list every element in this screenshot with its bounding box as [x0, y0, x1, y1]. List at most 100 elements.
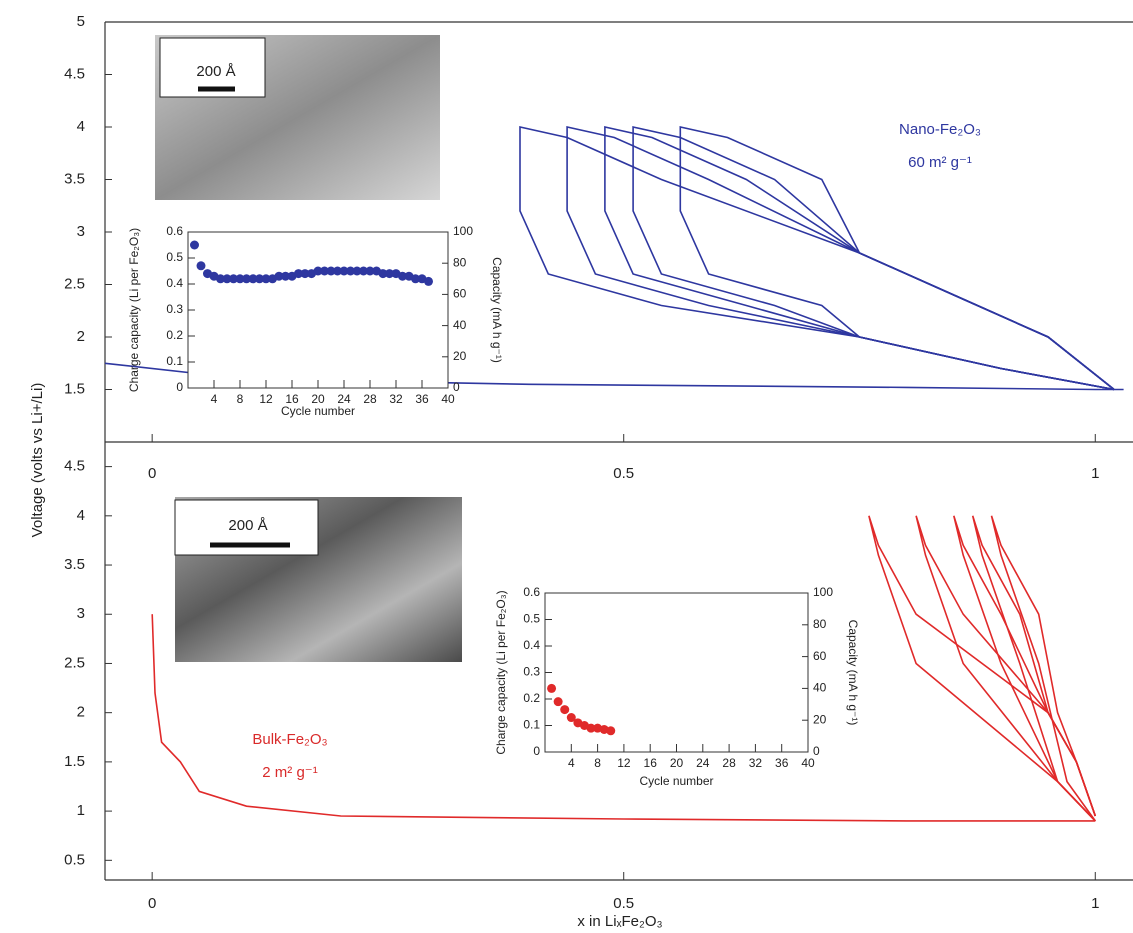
y2-tick-label: 60: [453, 287, 467, 301]
voltage-curve: [604, 126, 1115, 391]
y-tick-label: 0.4: [523, 638, 540, 652]
scale-label: 200 Å: [196, 63, 235, 80]
x-tick-label: 4: [568, 756, 575, 770]
capacity-point: [190, 240, 199, 250]
y2-tick-label: 0: [813, 744, 820, 758]
x-axis-label: Cycle number: [639, 774, 713, 788]
y-tick-label: 0.2: [523, 691, 540, 705]
y2-tick-label: 80: [813, 617, 827, 631]
y2-tick-label: 0: [453, 380, 460, 394]
voltage-curve: [953, 515, 1097, 822]
y-tick-label: 5: [77, 13, 85, 30]
y-tick-label: 3: [77, 223, 85, 240]
annotation: Nano-Fe₂O₃: [899, 121, 981, 138]
y-tick-label: 0.5: [523, 612, 540, 626]
y-tick-label: 1.5: [64, 753, 85, 770]
y2-tick-label: 40: [813, 681, 827, 695]
voltage-curve: [971, 515, 1097, 822]
x-tick-label: 24: [696, 756, 710, 770]
capacity-point: [560, 705, 570, 715]
y-tick-label: 0.2: [166, 328, 183, 342]
y-tick-label: 0.3: [523, 665, 540, 679]
y-tick-label: 0.5: [166, 250, 183, 264]
x-tick-label: 32: [749, 756, 763, 770]
capacity-point: [359, 266, 368, 276]
y-tick-label: 0.1: [166, 354, 183, 368]
x-tick-label: 16: [644, 756, 658, 770]
y-axis-label: Charge capacity (Li per Fe₂O₃): [494, 590, 508, 754]
x-tick-label: 40: [441, 392, 455, 406]
capacity-point: [411, 274, 420, 284]
y-tick-label: 4.5: [64, 458, 85, 475]
scale-label: 200 Å: [228, 517, 267, 534]
x-tick-label: 12: [617, 756, 631, 770]
x-tick-label: 0.5: [613, 465, 634, 482]
tem-image: 200 Å: [155, 35, 440, 200]
inset-frame: [187, 231, 449, 389]
capacity-point: [339, 266, 349, 276]
capacity-point: [566, 713, 576, 723]
y-tick-label: 0.6: [523, 585, 540, 599]
annotation: Bulk-Fe₂O₃: [252, 731, 327, 748]
capacity-point: [320, 266, 329, 276]
y-tick-label: 3: [77, 605, 85, 622]
annotation: 2 m² g⁻¹: [262, 764, 317, 781]
y-tick-label: 4: [77, 118, 85, 135]
y-tick-label: 0.4: [166, 276, 183, 290]
y-tick-label: 2: [77, 704, 85, 721]
y2-tick-label: 60: [813, 649, 827, 663]
capacity-point: [553, 697, 563, 707]
y2-axis-label: Capacity (mA h g⁻¹): [490, 257, 504, 363]
capacity-point: [365, 266, 375, 276]
y-tick-label: 0.1: [523, 718, 540, 732]
voltage-curve: [632, 126, 1115, 391]
capacity-point: [242, 274, 251, 284]
voltage-curve: [868, 515, 1097, 822]
x-tick-label: 0: [148, 895, 156, 912]
capacity-point: [352, 266, 362, 276]
y-tick-label: 1.5: [64, 380, 85, 397]
capacity-point: [385, 269, 394, 279]
y-tick-label: 4.5: [64, 65, 85, 82]
y2-tick-label: 80: [453, 255, 467, 269]
frame: [104, 21, 1133, 881]
x-tick-label: 1: [1091, 465, 1099, 482]
y-tick-label: 3.5: [64, 556, 85, 573]
x-tick-label: 28: [363, 392, 377, 406]
y2-axis-label: Capacity (mA h g⁻¹): [846, 620, 860, 726]
y-axis-label: Charge capacity (Li per Fe₂O₃): [127, 228, 141, 392]
capacity-point: [378, 269, 388, 279]
y-tick-label: 0.5: [64, 851, 85, 868]
panel: 0 0.1 0.2 0.3 0.4 0.5 0.6 0 20 40 60 80 100 4 8 12 16 20 2…: [494, 585, 860, 788]
x-tick-label: 20: [670, 756, 684, 770]
voltage-curve: [679, 126, 1115, 391]
capacity-point: [274, 271, 284, 281]
voltage-curve: [915, 515, 1097, 822]
capacity-point: [235, 274, 245, 284]
y2-tick-label: 40: [453, 318, 467, 332]
x-tick-label: 36: [775, 756, 789, 770]
capacity-point: [248, 274, 258, 284]
y2-tick-label: 20: [813, 712, 827, 726]
y-tick-label: 2.5: [64, 275, 85, 292]
y2-tick-label: 20: [453, 349, 467, 363]
y-tick-label: 2: [77, 328, 85, 345]
y-tick-label: 0.6: [166, 224, 183, 238]
voltage-curve: [519, 126, 1115, 391]
capacity-point: [300, 269, 310, 279]
x-tick-label: 4: [211, 392, 218, 406]
x-tick-label: 20: [311, 392, 325, 406]
panel: 1.5 2 2.5 3 3.5 4 4.5 5 0 0.5 1: [64, 13, 1124, 482]
voltage-curve: [566, 126, 1115, 391]
x-tick-label: 12: [259, 392, 273, 406]
x-axis-label: Cycle number: [281, 404, 355, 418]
capacity-point: [398, 271, 407, 281]
x-tick-label: 36: [415, 392, 429, 406]
x-tick-label: 8: [237, 392, 244, 406]
y-tick-label: 3.5: [64, 170, 85, 187]
capacity-point: [346, 266, 355, 276]
y-tick-label: 0.3: [166, 302, 183, 316]
y-tick-label: 1: [77, 802, 85, 819]
x-tick-label: 1: [1091, 895, 1099, 912]
